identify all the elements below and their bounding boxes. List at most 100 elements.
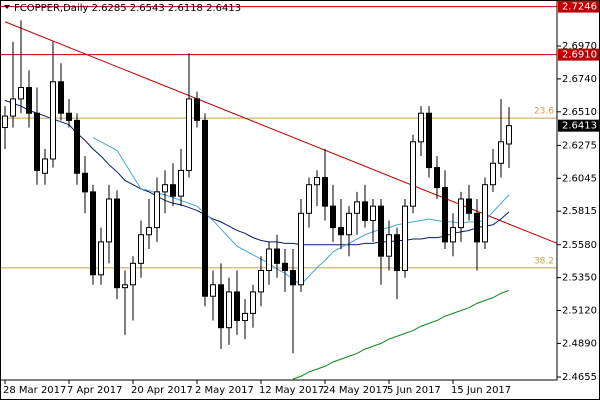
candle-body [274, 248, 280, 264]
y-tick-label: 2.6275 [562, 140, 597, 151]
candle-body [482, 184, 488, 243]
candle-body [466, 198, 472, 214]
moving-average [4, 99, 510, 246]
candle-body [106, 198, 112, 243]
candle-body [378, 205, 384, 257]
level-label: 2.6910 [562, 50, 597, 61]
candle-body [122, 284, 128, 289]
candle-body [66, 112, 72, 121]
candle-body [114, 198, 120, 289]
x-tick-label: 28 Mar 2017 [3, 385, 66, 396]
level-label: 23.6 [534, 107, 554, 117]
x-tick-label: 2 May 2017 [195, 385, 254, 396]
candle-body [386, 234, 392, 257]
candle-body [330, 205, 336, 229]
candle-body [354, 201, 360, 214]
candle-body [298, 212, 304, 286]
candle-body [34, 112, 40, 171]
candle-body [362, 201, 368, 221]
candle-body [210, 284, 216, 297]
x-tick-label: 20 Apr 2017 [131, 385, 193, 396]
y-tick-label: 2.5350 [562, 273, 597, 284]
candle-body [90, 191, 96, 276]
y-tick-label: 2.5120 [562, 306, 597, 317]
y-tick-label: 2.5815 [562, 206, 597, 217]
candle-body [226, 291, 232, 329]
price-box [558, 119, 599, 132]
candle-body [458, 198, 464, 229]
candle-body [434, 167, 440, 189]
candle-body [442, 187, 448, 243]
candle-body [370, 205, 376, 221]
candle-body [314, 177, 320, 186]
trendline [4, 21, 558, 244]
chart-title: FCOPPER,Daily 2.6285 2.6543 2.6118 2.641… [14, 3, 241, 14]
candle-body [146, 227, 152, 236]
candle-body [130, 262, 136, 286]
candle-body [338, 227, 344, 236]
candle-body [490, 162, 496, 186]
candle-body [234, 291, 240, 322]
candle-body [10, 98, 16, 117]
candle-body [450, 227, 456, 243]
price-label: 2.6413 [562, 121, 597, 132]
level-box [558, 0, 599, 13]
candle-body [394, 234, 400, 271]
candle-body [306, 184, 312, 214]
title-icon [4, 5, 10, 9]
candle-body [178, 169, 184, 197]
candle-body [170, 184, 176, 197]
x-tick-label: 24 May 2017 [323, 385, 388, 396]
candle-body [2, 115, 8, 129]
candle-body [426, 112, 432, 169]
candle-body [202, 119, 208, 297]
candle-body [162, 184, 168, 193]
level-label: 38.2 [534, 256, 554, 266]
candle-body [58, 81, 64, 114]
candle-body [194, 98, 200, 121]
y-tick-label: 2.4890 [562, 338, 597, 349]
x-tick-label: 7 Apr 2017 [67, 385, 122, 396]
moving-average [292, 290, 510, 380]
candle-body [290, 269, 296, 286]
x-tick-label: 15 Jun 2017 [451, 385, 511, 396]
candle-body [138, 234, 144, 264]
candle-body [18, 86, 24, 100]
plot-layer: 23.6 38.2 [0, 6, 558, 380]
candle-body [498, 141, 504, 164]
y-tick-label: 2.6510 [562, 107, 597, 118]
candle-body [74, 119, 80, 174]
candle-body [242, 312, 248, 322]
candle-body [418, 112, 424, 143]
candle-body [322, 177, 328, 207]
level-box [558, 48, 599, 61]
candle-body [474, 212, 480, 243]
candle-body [410, 141, 416, 207]
candle-body [154, 191, 160, 229]
y-tick-label: 2.4655 [562, 372, 597, 383]
candle-body [266, 248, 272, 271]
y-tick-label: 2.6970 [562, 41, 597, 52]
candle-body [82, 172, 88, 193]
candle-body [258, 269, 264, 293]
y-tick-label: 2.5580 [562, 240, 597, 251]
y-tick-label: 2.6740 [562, 74, 597, 85]
candle-body [402, 205, 408, 271]
candle-body [282, 262, 288, 271]
candle-body [506, 125, 512, 145]
candle-body [218, 284, 224, 329]
plot-border [0, 0, 558, 381]
candle-body [346, 212, 352, 236]
x-tick-label: 5 Jun 2017 [387, 385, 441, 396]
candle-body [250, 291, 256, 314]
candle-body [50, 81, 56, 160]
candle-body [26, 86, 32, 114]
y-tick-label: 2.6045 [562, 173, 597, 184]
x-tick-label: 12 May 2017 [259, 385, 324, 396]
level-label: 2.7246 [562, 2, 597, 13]
candle-body [42, 158, 48, 174]
candle-body [186, 98, 192, 171]
candle-body [98, 241, 104, 276]
